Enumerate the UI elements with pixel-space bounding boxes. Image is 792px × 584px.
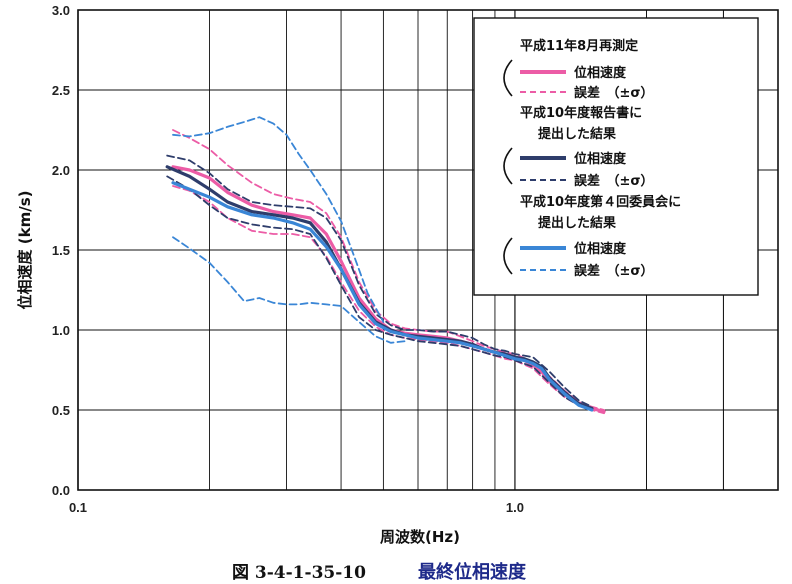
y-tick-label: 0.5 (52, 403, 70, 418)
series-line-blue-error (172, 116, 385, 323)
legend-group2-velocity-label: 位相速度 (574, 151, 627, 167)
plot-frame (77, 9, 779, 491)
x-tick-label: 1.0 (506, 500, 524, 515)
y-tick-label: 2.5 (52, 83, 70, 98)
series-line-navy-error (166, 154, 593, 408)
series-layer (165, 116, 606, 415)
tick-labels: 0.0 0.5 1.0 1.5 2.0 2.5 3.0 0.1 1.0 (52, 3, 524, 515)
legend-group2-bracket (503, 147, 513, 185)
legend-group3-title-line1: 平成10年度第４回委員会に (520, 194, 681, 210)
y-tick-label: 1.0 (52, 323, 70, 338)
legend-group1-error-label: 誤差 （±σ） (574, 85, 654, 101)
series-line-navy-error (166, 175, 593, 411)
legend-group3-bracket (503, 237, 513, 275)
y-axis-label: 位相速度 (km/s) (16, 191, 34, 310)
y-tick-label: 1.5 (52, 243, 70, 258)
legend-group1-title: 平成11年8月再測定 (520, 38, 638, 54)
legend-group1-bracket (503, 59, 513, 97)
y-tick-label: 3.0 (52, 3, 70, 18)
x-axis-label: 周波数(Hz) (380, 528, 460, 546)
legend-group1-velocity-label: 位相速度 (574, 65, 627, 81)
legend-group2-error-label: 誤差 （±σ） (574, 173, 654, 189)
y-tick-label: 2.0 (52, 163, 70, 178)
legend-group2-title-line1: 平成10年度報告書に (520, 105, 642, 121)
y-tick-label: 0.0 (52, 483, 70, 498)
legend: 平成11年8月再測定 位相速度 誤差 （±σ） 平成10年度報告書に 提出した結… (473, 17, 759, 296)
caption-title: 最終位相速度 (418, 561, 527, 583)
caption-prefix: 図 3-4-1-35-10 (232, 563, 366, 583)
x-tick-label: 0.1 (69, 500, 87, 515)
legend-group3-velocity-label: 位相速度 (574, 241, 627, 257)
legend-group2-title-line2: 提出した結果 (538, 126, 616, 142)
series-line-pink-error (172, 185, 605, 415)
figure-caption: 図 3-4-1-35-10 最終位相速度 (232, 561, 527, 583)
series-line-blue-error (172, 236, 406, 344)
legend-group3-error-label: 誤差 （±σ） (574, 263, 654, 279)
series-line-blue-velocity (171, 181, 594, 412)
legend-group3-title-line2: 提出した結果 (538, 215, 616, 231)
